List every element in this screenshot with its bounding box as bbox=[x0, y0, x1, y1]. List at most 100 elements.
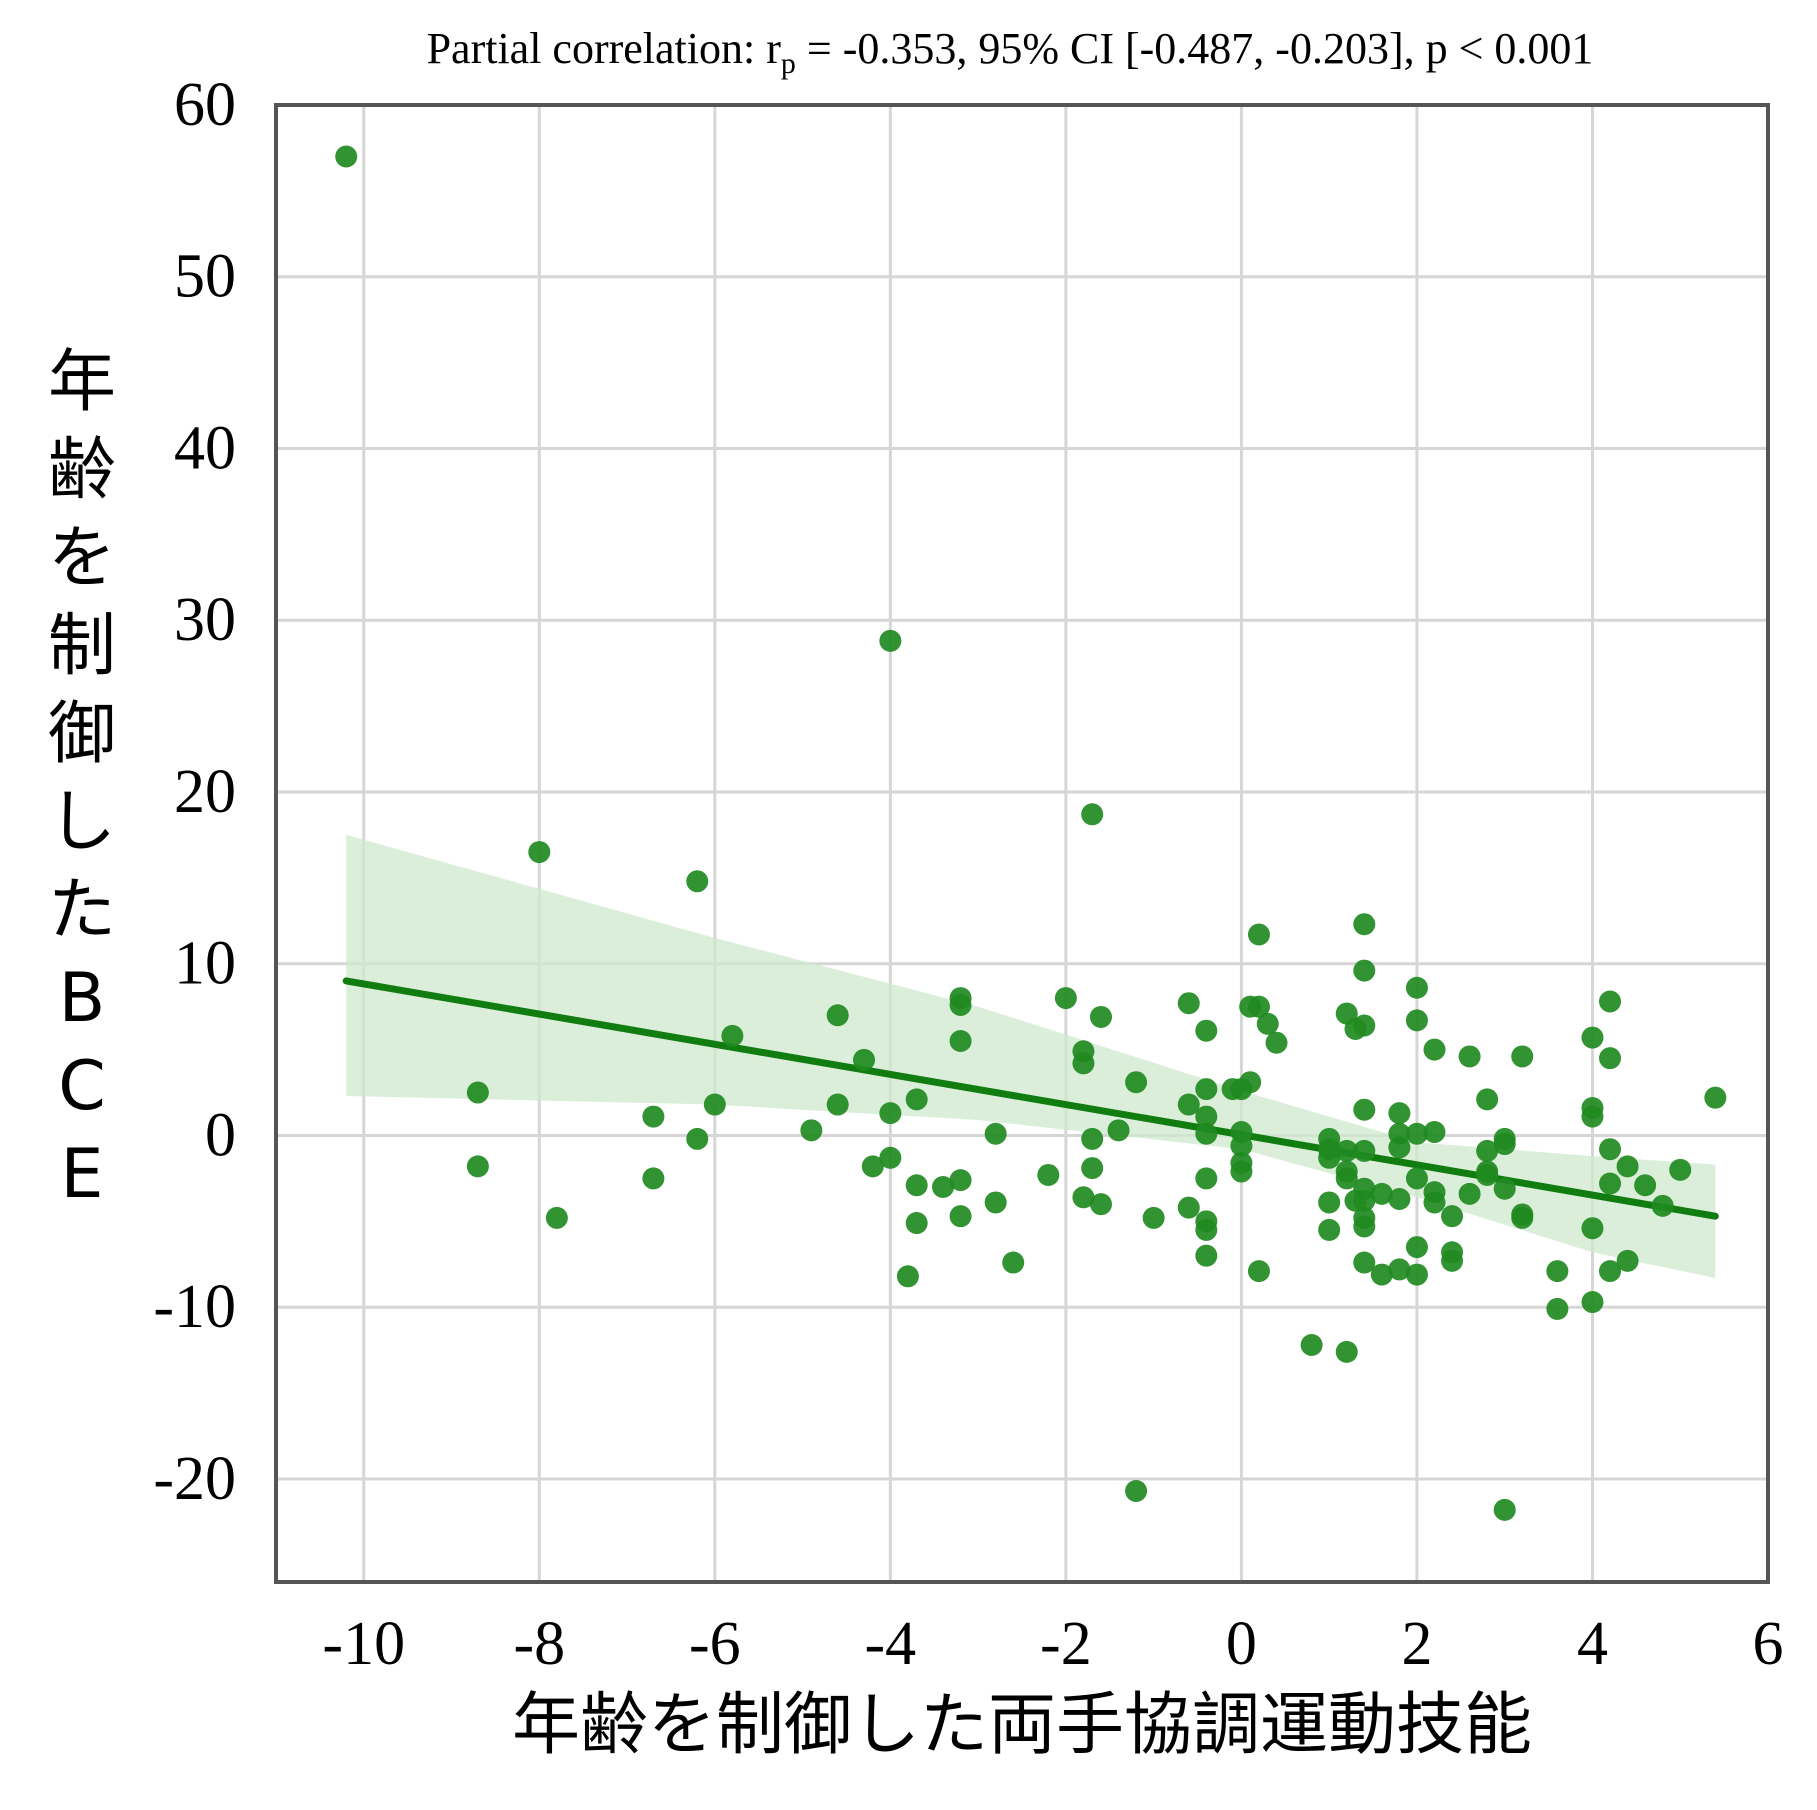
data-point-101 bbox=[1405, 1009, 1428, 1032]
data-point-13 bbox=[800, 1119, 823, 1142]
data-point-64 bbox=[1239, 1071, 1262, 1094]
data-point-131 bbox=[1581, 1217, 1604, 1240]
plot-frame bbox=[274, 103, 1770, 1584]
data-point-14 bbox=[826, 1004, 849, 1027]
x-tick-label-3: -4 bbox=[865, 1610, 917, 1678]
data-point-50 bbox=[1195, 1078, 1218, 1101]
data-point-142 bbox=[1669, 1158, 1692, 1181]
data-point-115 bbox=[1476, 1088, 1499, 1111]
data-point-19 bbox=[879, 1146, 902, 1169]
data-point-114 bbox=[1458, 1182, 1481, 1205]
data-point-106 bbox=[1423, 1038, 1446, 1061]
data-point-45 bbox=[1142, 1206, 1165, 1229]
data-point-138 bbox=[1616, 1155, 1639, 1178]
data-point-36 bbox=[1072, 1052, 1095, 1075]
x-tick-label-8: 6 bbox=[1753, 1610, 1784, 1678]
data-point-16 bbox=[853, 1048, 876, 1071]
y-tick-label-0: -20 bbox=[153, 1445, 236, 1513]
data-point-38 bbox=[1081, 1127, 1104, 1150]
data-point-141 bbox=[1651, 1194, 1674, 1217]
data-point-55 bbox=[1195, 1218, 1218, 1241]
data-point-85 bbox=[1353, 1014, 1376, 1037]
data-point-112 bbox=[1441, 1249, 1464, 1272]
data-point-127 bbox=[1546, 1297, 1569, 1320]
data-point-87 bbox=[1353, 1139, 1376, 1162]
x-tick-label-7: 4 bbox=[1577, 1610, 1608, 1678]
data-point-26 bbox=[949, 993, 972, 1016]
data-point-49 bbox=[1195, 1019, 1218, 1042]
data-point-66 bbox=[1247, 995, 1270, 1018]
data-point-116 bbox=[1476, 1139, 1499, 1162]
y-axis-label-char-9: E bbox=[61, 1135, 104, 1214]
data-point-83 bbox=[1353, 913, 1376, 936]
data-point-102 bbox=[1405, 1122, 1428, 1145]
data-point-52 bbox=[1195, 1122, 1218, 1145]
data-point-121 bbox=[1493, 1177, 1516, 1200]
data-point-22 bbox=[905, 1174, 928, 1197]
data-point-140 bbox=[1634, 1174, 1657, 1197]
confidence-band-layer bbox=[346, 834, 1716, 1279]
x-tick-label-4: -2 bbox=[1040, 1610, 1092, 1678]
x-tick-label-5: 0 bbox=[1226, 1610, 1257, 1678]
y-tick-label-3: 10 bbox=[174, 930, 236, 998]
y-tick-label-6: 40 bbox=[174, 414, 236, 482]
data-point-31 bbox=[984, 1191, 1007, 1214]
data-point-80 bbox=[1335, 1340, 1358, 1363]
y-tick-label-2: 0 bbox=[205, 1101, 236, 1169]
data-point-68 bbox=[1256, 1012, 1279, 1035]
data-point-86 bbox=[1353, 1098, 1376, 1121]
y-axis-label-char-0: 年 bbox=[48, 343, 116, 422]
data-point-43 bbox=[1125, 1071, 1148, 1094]
data-point-11 bbox=[703, 1093, 726, 1116]
data-point-34 bbox=[1054, 987, 1077, 1010]
data-point-135 bbox=[1599, 1138, 1622, 1161]
chart-title: Partial correlation: rp = -0.353, 95% CI… bbox=[427, 24, 1594, 80]
data-point-6 bbox=[466, 1155, 489, 1178]
data-point-70 bbox=[1300, 1333, 1323, 1356]
grid-lines bbox=[276, 103, 1770, 1582]
y-axis-label-char-4: 御 bbox=[48, 695, 116, 774]
data-point-91 bbox=[1353, 1215, 1376, 1238]
data-point-5 bbox=[466, 1081, 489, 1104]
data-point-8 bbox=[642, 1167, 665, 1190]
data-point-125 bbox=[1511, 1203, 1534, 1226]
data-point-120 bbox=[1493, 1133, 1516, 1156]
data-point-3 bbox=[528, 841, 551, 864]
data-point-12 bbox=[721, 1024, 744, 1047]
y-axis-label-char-3: 制 bbox=[48, 607, 116, 686]
data-point-136 bbox=[1599, 1172, 1622, 1195]
data-point-20 bbox=[896, 1265, 919, 1288]
data-point-118 bbox=[1476, 1163, 1499, 1186]
data-point-39 bbox=[1081, 1157, 1104, 1180]
data-point-2 bbox=[1081, 803, 1104, 826]
y-tick-label-4: 20 bbox=[174, 758, 236, 826]
data-point-110 bbox=[1441, 1205, 1464, 1228]
data-point-92 bbox=[1353, 1251, 1376, 1274]
data-point-123 bbox=[1511, 1045, 1534, 1068]
y-tick-label-1: -10 bbox=[153, 1273, 236, 1341]
data-point-99 bbox=[1388, 1258, 1411, 1281]
data-point-48 bbox=[1177, 1196, 1200, 1219]
x-tick-label-6: 2 bbox=[1401, 1610, 1432, 1678]
data-point-21 bbox=[905, 1088, 928, 1111]
data-point-62 bbox=[1230, 1160, 1253, 1183]
data-point-9 bbox=[642, 1105, 665, 1128]
data-point-122 bbox=[1493, 1498, 1516, 1521]
data-point-89 bbox=[1353, 1189, 1376, 1212]
x-tick-label-2: -6 bbox=[689, 1610, 741, 1678]
data-point-67 bbox=[1247, 1260, 1270, 1283]
data-points bbox=[335, 145, 1727, 1521]
data-point-27 bbox=[949, 1030, 972, 1053]
data-point-56 bbox=[1195, 1244, 1218, 1267]
data-point-107 bbox=[1423, 1121, 1446, 1144]
data-point-98 bbox=[1388, 1188, 1411, 1211]
data-point-103 bbox=[1405, 1167, 1428, 1190]
data-point-29 bbox=[949, 1205, 972, 1228]
data-point-46 bbox=[1177, 992, 1200, 1015]
data-point-4 bbox=[686, 870, 709, 893]
data-point-84 bbox=[1353, 959, 1376, 982]
data-point-40 bbox=[1089, 1005, 1112, 1028]
data-point-32 bbox=[1002, 1251, 1025, 1274]
